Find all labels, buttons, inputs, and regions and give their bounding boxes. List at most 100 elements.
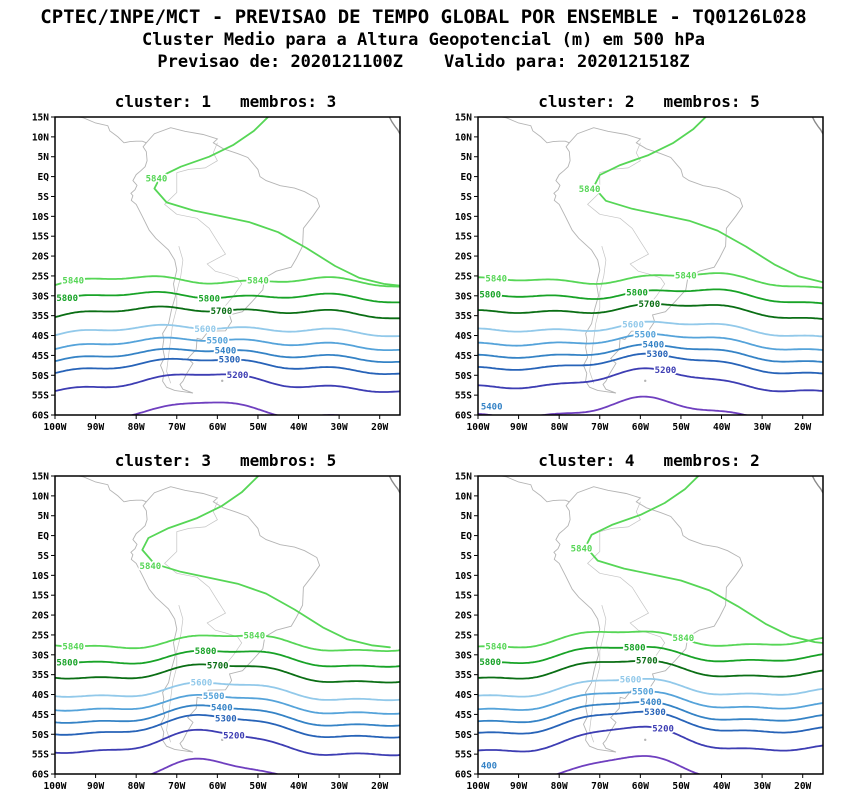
panel-title-1: cluster: 1 membros: 3 [114, 92, 337, 111]
lon-tick-label: 80W [128, 422, 145, 433]
lon-tick-label: 50W [672, 422, 689, 433]
contour-5840-tropical [584, 476, 823, 644]
axis: 15N 10N 5N EQ 5S 10S 15S 20S 25S 30S 35S 40S 45S 50S 5… [455, 472, 812, 793]
contour-label: 5840 [247, 277, 269, 287]
coastline [75, 476, 400, 753]
contour-label: 5400 [211, 704, 233, 714]
lon-tick-label: 40W [290, 781, 307, 792]
lat-tick-label: 20S [32, 611, 49, 622]
lon-tick-label: 50W [249, 422, 266, 433]
map-frame [54, 116, 401, 416]
lat-tick-label: 15N [32, 472, 49, 483]
contour-label: 5300 [219, 356, 241, 366]
contour-label: 5500 [207, 337, 229, 347]
contour-label: 5800 [56, 294, 78, 304]
contour-5840 [55, 634, 400, 652]
contour-label: 5840 [675, 272, 697, 282]
lon-tick-label: 90W [87, 422, 104, 433]
lon-tick-label: 80W [551, 781, 568, 792]
panel-title-2: cluster: 2 membros: 5 [538, 92, 760, 111]
contour-5200 [478, 367, 823, 393]
contour-label: 5840 [673, 634, 695, 644]
lat-tick-label: 40S [32, 331, 49, 342]
contour-5500 [478, 690, 823, 711]
contour-5400 [55, 347, 400, 363]
lat-tick-label: 5N [461, 152, 473, 163]
contour-5600 [55, 323, 400, 338]
map-cluster-4: 15N 10N 5N EQ 5S 10S 15S 20S 25S 30S 35S 40S 45S 50S 5… [455, 472, 824, 793]
contour-5600 [478, 320, 823, 338]
lon-tick-label: 70W [591, 781, 608, 792]
contour-label: 5800 [479, 658, 501, 668]
map-cluster-3: 15N 10N 5N EQ 5S 10S 15S 20S 25S 30S 35S 40S 45S 50S 5… [32, 472, 401, 792]
lon-tick-label: 70W [591, 422, 608, 433]
panel-cluster-3: cluster: 3 membros: 5 15N 10N 5N EQ 5S 10S 15S… [0, 439, 423, 798]
contour-label: 5800 [479, 290, 501, 300]
lon-tick-label: 100W [467, 781, 490, 792]
contour-label: 5840 [571, 545, 593, 555]
lon-tick-label: 70W [168, 781, 185, 792]
contour-label: 5840 [579, 185, 601, 195]
contour-5600 [478, 678, 823, 698]
main-title: CPTEC/INPE/MCT - PREVISAO DE TEMPO GLOBA… [40, 6, 807, 28]
lat-tick-label: 25S [32, 271, 49, 282]
contour-label: 5800 [195, 647, 217, 657]
lat-tick-label: 15S [32, 232, 49, 243]
contour-5600 [55, 681, 400, 702]
contour-label: 5700 [636, 657, 658, 667]
lon-tick-label: 60W [632, 781, 649, 792]
contour-label: 5800 [624, 643, 646, 653]
map-cluster-1: 15N 10N 5N EQ 5S 10S 15S 20S 25S 30S 35S 40S 45S 50S 5… [32, 113, 401, 433]
lat-tick-label: 15S [455, 591, 472, 602]
lat-tick-label: 25S [455, 271, 472, 282]
lat-tick-label: 5N [461, 511, 473, 522]
lat-tick-label: 10N [32, 132, 49, 143]
lat-tick-label: 45S [455, 710, 472, 721]
lat-tick-label: 5N [38, 152, 50, 163]
map-frame [54, 475, 401, 775]
contour-label: 5200 [655, 366, 677, 376]
contour-5300 [55, 357, 400, 375]
contour-5700 [478, 302, 823, 320]
contour-5700 [55, 663, 400, 684]
lat-tick-label: 20S [32, 252, 49, 263]
contour-label: 5600 [194, 325, 216, 335]
lon-tick-label: 70W [168, 422, 185, 433]
lon-tick-label: 60W [209, 422, 226, 433]
contour-5800 [55, 649, 400, 668]
lat-tick-label: 35S [455, 670, 472, 681]
contour-5200 [55, 373, 400, 393]
lon-tick-label: 30W [331, 781, 348, 792]
lat-tick-label: 35S [455, 311, 472, 322]
lon-tick-label: 100W [44, 422, 67, 433]
contour-label: 5800 [626, 289, 648, 299]
coastline [498, 117, 823, 394]
contour-label: 5200 [652, 725, 674, 735]
contour-5400 [55, 704, 400, 727]
lon-tick-label: 20W [371, 781, 388, 792]
contour-label: 5400 [640, 698, 662, 708]
contour-label: 5400 [481, 402, 503, 412]
lon-tick-label: 100W [467, 422, 490, 433]
contours [55, 117, 400, 415]
lat-tick-label: 5S [38, 192, 50, 203]
lat-tick-label: 20S [455, 252, 472, 263]
lat-tick-label: 60S [32, 770, 49, 781]
coastline [498, 476, 823, 753]
contour-inner [149, 757, 280, 774]
contour-label: 5800 [56, 659, 78, 669]
lat-tick-label: 10S [455, 212, 472, 223]
contour-5800 [478, 288, 823, 305]
lon-tick-label: 40W [713, 422, 730, 433]
lon-tick-label: 90W [510, 422, 527, 433]
contour-label: 5840 [146, 175, 168, 185]
header: CPTEC/INPE/MCT - PREVISAO DE TEMPO GLOBA… [0, 0, 847, 72]
lat-tick-label: 40S [455, 331, 472, 342]
lat-tick-label: 60S [455, 770, 472, 781]
contour-5300 [55, 714, 400, 739]
contour-5500 [55, 336, 400, 351]
lat-tick-label: 40S [32, 690, 49, 701]
lat-tick-label: 20S [455, 611, 472, 622]
lat-tick-label: 55S [32, 391, 49, 402]
